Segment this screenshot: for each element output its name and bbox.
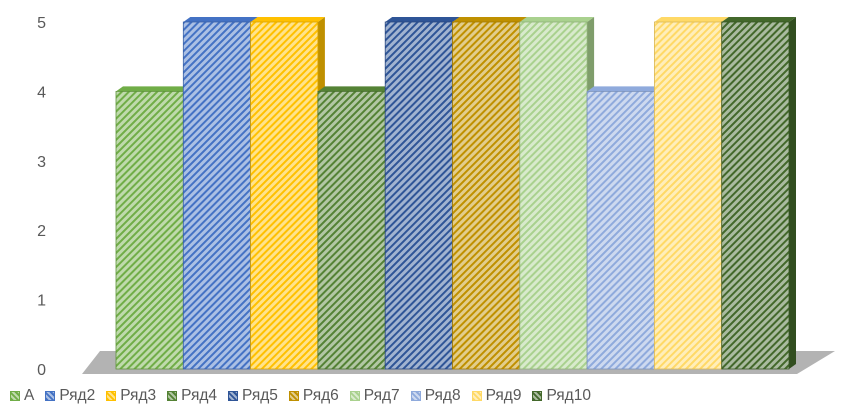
y-tick-label: 3 bbox=[37, 154, 46, 171]
legend-swatch bbox=[228, 391, 239, 401]
legend-swatch bbox=[10, 391, 20, 401]
y-tick-label: 5 bbox=[37, 15, 46, 32]
bar bbox=[519, 17, 595, 370]
legend-label: Ряд8 bbox=[424, 387, 461, 404]
y-axis: 0 1 2 3 4 5 bbox=[37, 15, 46, 379]
y-tick-label: 1 bbox=[37, 293, 46, 310]
bar-front bbox=[182, 21, 252, 370]
bar-side bbox=[789, 17, 796, 369]
bar-top bbox=[452, 17, 527, 22]
bar-top bbox=[721, 17, 796, 22]
bar-top bbox=[654, 17, 729, 22]
bar-top bbox=[587, 86, 662, 92]
bar-front bbox=[519, 21, 588, 370]
y-tick-label: 4 bbox=[37, 84, 46, 101]
legend-swatch bbox=[410, 391, 421, 401]
legend: A Ряд2 Ряд3 Ряд4 Ряд5 Ряд6 Ряд7 Ряд8 Ряд9 Ряд10 bbox=[10, 387, 602, 405]
bar bbox=[586, 86, 662, 370]
legend-item: Ряд3 bbox=[106, 387, 156, 405]
legend-item: Ряд9 bbox=[471, 387, 522, 405]
bar-top bbox=[250, 17, 325, 22]
y-tick-label: 2 bbox=[37, 223, 46, 240]
bar bbox=[721, 17, 796, 370]
legend-label: A bbox=[24, 387, 35, 404]
legend-label: Ряд5 bbox=[242, 387, 278, 404]
bar-front bbox=[115, 91, 184, 370]
bar bbox=[250, 17, 325, 370]
bar-front bbox=[384, 21, 453, 370]
bar-top bbox=[385, 17, 460, 22]
bar-front bbox=[317, 91, 386, 370]
bar-front bbox=[452, 21, 521, 370]
legend-label: Ряд10 bbox=[546, 387, 591, 404]
legend-label: Ряд7 bbox=[363, 387, 400, 404]
bar-front bbox=[586, 91, 655, 370]
legend-item: Ряд2 bbox=[45, 387, 95, 405]
legend-item: Ряд4 bbox=[167, 387, 217, 405]
bar bbox=[384, 17, 460, 370]
bar-top bbox=[317, 86, 393, 92]
bar-front bbox=[721, 21, 790, 370]
bar bbox=[182, 17, 258, 370]
bar-front bbox=[654, 21, 723, 370]
legend-label: Ряд9 bbox=[485, 387, 522, 404]
y-tick-label: 0 bbox=[37, 362, 46, 379]
bars bbox=[115, 17, 796, 370]
legend-swatch bbox=[45, 391, 56, 401]
legend-label: Ряд3 bbox=[120, 387, 157, 404]
legend-item: A bbox=[10, 387, 34, 405]
legend-swatch bbox=[288, 391, 299, 401]
legend-label: Ряд4 bbox=[181, 387, 218, 404]
legend-swatch bbox=[532, 391, 543, 401]
legend-item: Ряд6 bbox=[288, 387, 339, 405]
legend-item: Ряд5 bbox=[228, 387, 278, 405]
bar-top bbox=[116, 86, 191, 92]
legend-swatch bbox=[349, 391, 360, 401]
bar-front bbox=[250, 21, 319, 370]
bar-top bbox=[519, 17, 595, 22]
legend-item: Ряд8 bbox=[410, 387, 461, 405]
legend-swatch bbox=[167, 391, 178, 401]
bar bbox=[115, 86, 191, 370]
legend-item: Ряд7 bbox=[349, 387, 400, 405]
bar bbox=[654, 17, 729, 370]
bar bbox=[317, 86, 393, 370]
bar-chart: 0 1 2 3 4 5 bbox=[37, 15, 835, 379]
bar-top bbox=[183, 17, 258, 22]
bar bbox=[452, 17, 527, 370]
legend-swatch bbox=[106, 391, 117, 401]
legend-label: Ряд6 bbox=[302, 387, 339, 404]
legend-swatch bbox=[471, 391, 482, 401]
legend-label: Ряд2 bbox=[59, 387, 96, 404]
legend-item: Ряд10 bbox=[532, 387, 591, 405]
